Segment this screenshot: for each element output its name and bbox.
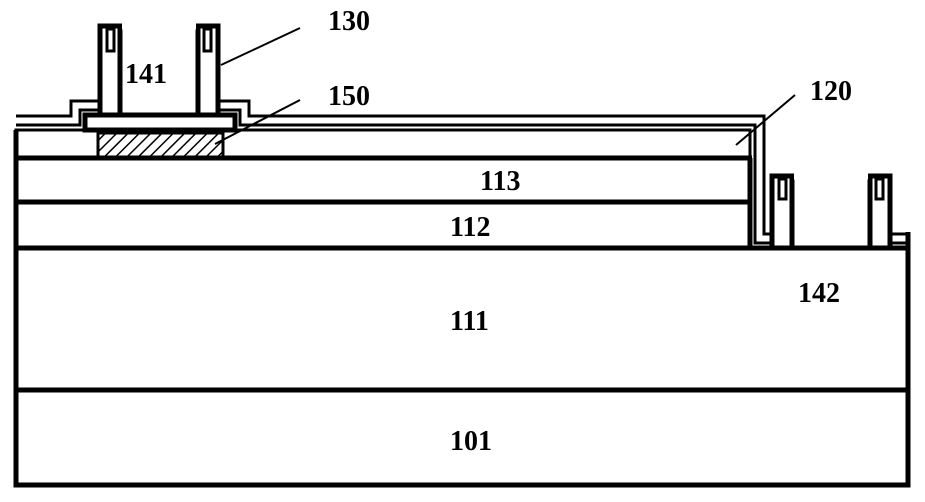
layer-113 (16, 158, 750, 202)
label-130: 130 (328, 6, 370, 37)
electrode-142-notch-r (876, 179, 883, 199)
label-101: 101 (450, 426, 492, 457)
label-112: 112 (450, 212, 490, 243)
label-142: 142 (798, 278, 840, 309)
electrode-141-notch-l (107, 29, 114, 51)
layer-112 (16, 202, 750, 248)
label-150: 150 (328, 81, 370, 112)
label-111: 111 (450, 306, 489, 337)
electrode-141-notch-r (204, 29, 211, 51)
label-113: 113 (480, 166, 520, 197)
label-141: 141 (125, 59, 167, 90)
label-120: 120 (810, 76, 852, 107)
ohmic-150 (98, 133, 223, 157)
electrode-142-notch-l (779, 179, 786, 199)
